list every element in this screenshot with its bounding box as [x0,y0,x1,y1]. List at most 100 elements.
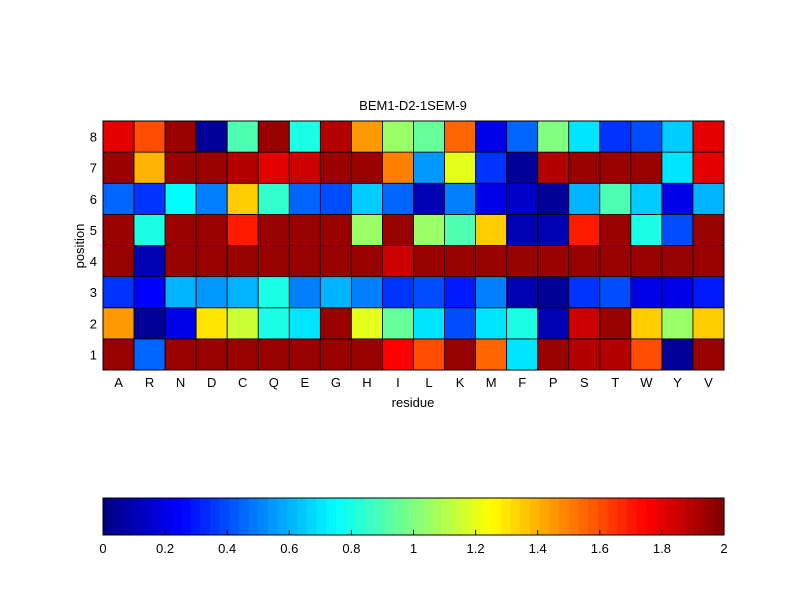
heatmap-cell [630,307,663,340]
heatmap-cell [568,151,601,184]
heatmap-cell [506,276,539,309]
heatmap-cell [257,245,290,278]
colorbar-band [219,498,230,535]
colorbar-tick-label: 0.4 [218,541,236,556]
heatmap-cell [257,213,290,246]
heatmap-cell [692,307,725,340]
y-tick-label: 7 [90,161,97,176]
y-tick-label: 6 [90,192,97,207]
heatmap-cell [319,338,352,371]
heatmap-cell [382,276,414,309]
heatmap-cell [102,213,135,246]
heatmap-cell [413,338,445,371]
heatmap-cell [102,120,135,153]
colorbar-band [287,498,298,535]
heatmap-cell [630,213,663,246]
heatmap-cell [319,182,352,215]
x-tick-label: E [300,375,309,390]
colorbar-band [306,498,318,535]
heatmap-cell [444,213,476,246]
heatmap-cell [288,151,321,184]
colorbar-band [656,498,667,535]
colorbar-band [520,498,531,535]
heatmap-cell [413,276,445,309]
heatmap-cell [444,245,476,278]
heatmap-cell [288,182,321,215]
heatmap-cell [133,276,166,309]
heatmap-cell [475,120,508,153]
x-tick-label: F [518,375,526,390]
heatmap-cell [226,307,259,340]
heatmap-cell [257,276,290,309]
colorbar-band [471,498,483,535]
heatmap-cell [568,120,601,153]
heatmap-cell [506,307,539,340]
y-tick-label: 4 [90,254,97,269]
heatmap-cell [599,213,632,246]
colorbar-band [180,498,191,535]
heatmap-cell [599,182,632,215]
colorbar-band [646,498,657,535]
y-tick-labels: 1 2 3 4 5 6 7 8 [90,130,97,363]
heatmap-cell [288,276,321,309]
heatmap-cell [164,245,197,278]
heatmap-cell [413,120,445,153]
heatmap-cell [350,120,383,153]
heatmap-cell [506,182,539,215]
colorbar-band [335,498,347,535]
heatmap-cell [444,307,476,340]
heatmap-cell [692,182,725,215]
heatmap-cell [195,245,228,278]
heatmap-cell [350,213,383,246]
colorbar-band [345,498,356,535]
heatmap-cell [382,245,414,278]
heatmap-cell [319,120,352,153]
heatmap-cell [661,245,694,278]
heatmap-cell [226,276,259,309]
heatmap-cell [319,213,352,246]
heatmap-cell [288,245,321,278]
heatmap-cell [195,338,228,371]
x-tick-label: M [486,375,497,390]
heatmap-cell [568,245,601,278]
heatmap-cell [350,182,383,215]
heatmap-cell [382,151,414,184]
heatmap-cell [692,245,725,278]
heatmap-cell [288,120,321,153]
colorbar-band [413,498,424,535]
heatmap-cell [257,120,290,153]
heatmap-cell [319,151,352,184]
heatmap-cell [475,182,508,215]
colorbar-band [568,498,580,535]
heatmap-cell [661,276,694,309]
heatmap-cell [599,245,632,278]
colorbar-band [704,498,715,535]
heatmap-cell [506,151,539,184]
x-tick-label: K [456,375,465,390]
colorbar-band [578,498,589,535]
colorbar-band [384,498,395,535]
colorbar-band [675,498,686,535]
heatmap-cell [288,213,321,246]
colorbar-band [161,498,172,535]
colorbar-band [209,498,221,535]
heatmap-cell [226,151,259,184]
heatmap-cell [537,307,570,340]
colorbar-band [238,498,250,535]
heatmap-cell [444,151,476,184]
heatmap-cell [226,182,259,215]
heatmap-cell [413,151,445,184]
heatmap-cell [226,338,259,371]
colorbar-band [316,498,327,535]
colorbar-band [248,498,259,535]
heatmap-cell [599,276,632,309]
heatmap-cell [102,276,135,309]
colorbar-band [403,498,415,535]
colorbar-band [665,498,677,535]
heatmap-cell [444,338,476,371]
colorbar-band [588,498,599,535]
heatmap-cell [444,182,476,215]
colorbar-tick-label: 0.2 [156,541,174,556]
heatmap-cell [599,338,632,371]
